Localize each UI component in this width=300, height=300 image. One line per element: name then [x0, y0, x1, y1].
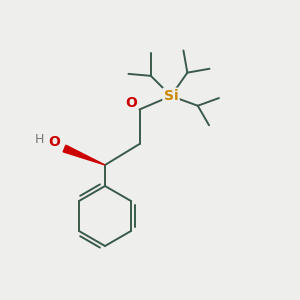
Text: Si: Si [164, 89, 178, 103]
Text: O: O [125, 96, 137, 110]
Text: H: H [34, 133, 44, 146]
Polygon shape [63, 145, 105, 165]
Text: O: O [48, 136, 60, 149]
